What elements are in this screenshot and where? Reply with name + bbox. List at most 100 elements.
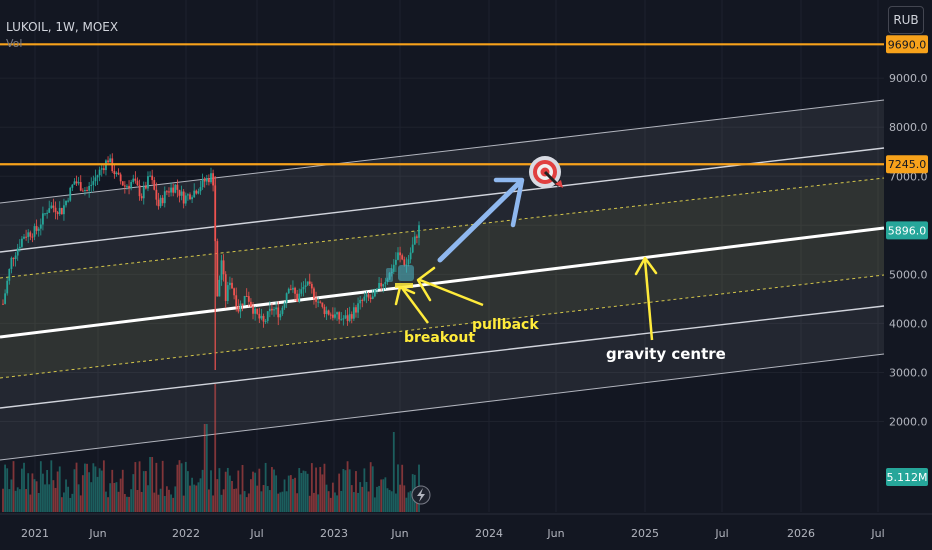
candle-body [271, 308, 273, 311]
candle-body [144, 186, 147, 189]
candle-body [191, 197, 193, 200]
volume-bar [317, 494, 320, 512]
x-tick-label: Jun [390, 527, 408, 540]
volume-bar [401, 464, 404, 512]
candle-body [216, 241, 219, 297]
x-tick-label: 2024 [475, 527, 503, 540]
price-badge-bg [886, 35, 928, 54]
candle-body [367, 294, 370, 298]
candle-body [403, 259, 406, 266]
candle-body [174, 184, 177, 193]
x-tick-label: 2021 [21, 527, 49, 540]
currency-button[interactable]: RUB [888, 6, 924, 34]
volume-bar [115, 482, 118, 512]
candle-body [218, 279, 221, 297]
volume-bar [210, 470, 212, 512]
x-tick-label: 2022 [172, 527, 200, 540]
volume-bar [369, 462, 372, 512]
target-icon [529, 156, 563, 188]
volume-bar [308, 495, 311, 512]
candle-body [117, 172, 120, 175]
volume-bar [176, 464, 179, 512]
volume-bar [355, 471, 357, 512]
volume-bar [48, 484, 51, 512]
candle-body [327, 310, 330, 315]
volume-bar [27, 473, 30, 512]
candle-body [289, 288, 292, 290]
candle-body [321, 302, 324, 307]
candle-body [262, 315, 265, 322]
volume-bar [350, 485, 353, 512]
candle-body [73, 181, 76, 185]
volume-bar [329, 497, 332, 512]
candle-body [397, 252, 399, 260]
volume-bar [237, 470, 240, 512]
volume-bar [390, 491, 393, 512]
price-badges: 9690.0 7245.0 5896.0 5.112M [886, 35, 928, 486]
y-tick-label: 4000.0 [889, 317, 928, 330]
candle-body [140, 196, 143, 199]
volume-bar [182, 495, 185, 512]
volume-bar [31, 473, 34, 512]
candle-body [331, 314, 334, 318]
volume-bar [191, 477, 193, 512]
volume-bar [21, 468, 23, 512]
volume-bar [342, 468, 345, 512]
candle-body [310, 283, 313, 289]
channel-bottom-line [0, 353, 885, 461]
x-tick-label: Jul [249, 527, 263, 540]
channel-lower-line [0, 305, 885, 409]
channel-upper-mid-line [0, 177, 885, 279]
lightning-icon[interactable] [411, 485, 431, 505]
candle-body [132, 178, 135, 182]
volume-bar [388, 489, 391, 512]
volume-bar [126, 496, 128, 512]
candle-body [298, 293, 301, 302]
candle-body [235, 295, 238, 307]
x-tick-label: 2025 [631, 527, 659, 540]
candle-body [350, 314, 353, 319]
x-tick-label: 2023 [320, 527, 348, 540]
volume-bar [54, 487, 57, 512]
volume-bar [294, 477, 296, 512]
y-tick-label: 3000.0 [889, 366, 928, 379]
volume-bar [134, 462, 137, 512]
candle-body [71, 184, 74, 188]
volume-bar [323, 463, 326, 512]
volume-bar [132, 474, 135, 512]
volume-bar [151, 457, 154, 512]
candle-body [197, 191, 200, 194]
volume-bar [310, 463, 313, 512]
volume-bar [88, 472, 91, 512]
candle-body [275, 307, 278, 310]
volume-bar [268, 490, 271, 512]
candle-body [361, 299, 364, 301]
symbol-title[interactable]: LUKOIL, 1W, MOEX [6, 20, 119, 34]
volume-bar [287, 475, 290, 512]
candle-body [182, 191, 185, 204]
time-axis[interactable]: 2021 Jun 2022 Jul 2023 Jun 2024 Jun 2025 Jul 2026 J… [0, 485, 932, 540]
candle-body [178, 189, 181, 196]
volume-bar [331, 482, 334, 512]
volume-bar [161, 460, 164, 512]
candle-body [170, 187, 172, 193]
volume-bar [193, 484, 196, 512]
volume-bar [203, 424, 206, 512]
volume-bar [394, 493, 397, 512]
candle-body [306, 281, 309, 286]
candle-body [56, 212, 59, 215]
volume-bar [86, 463, 88, 512]
volume-bar [44, 484, 46, 512]
candle-body [399, 252, 401, 256]
candle-body [411, 244, 414, 253]
candle-body [180, 191, 183, 196]
candle-body [226, 285, 229, 302]
candle-body [365, 294, 368, 297]
candle-body [155, 189, 158, 200]
candle-body [334, 314, 336, 318]
volume-bar [163, 496, 166, 512]
volume-bar [212, 495, 215, 512]
candle-body [266, 311, 269, 321]
